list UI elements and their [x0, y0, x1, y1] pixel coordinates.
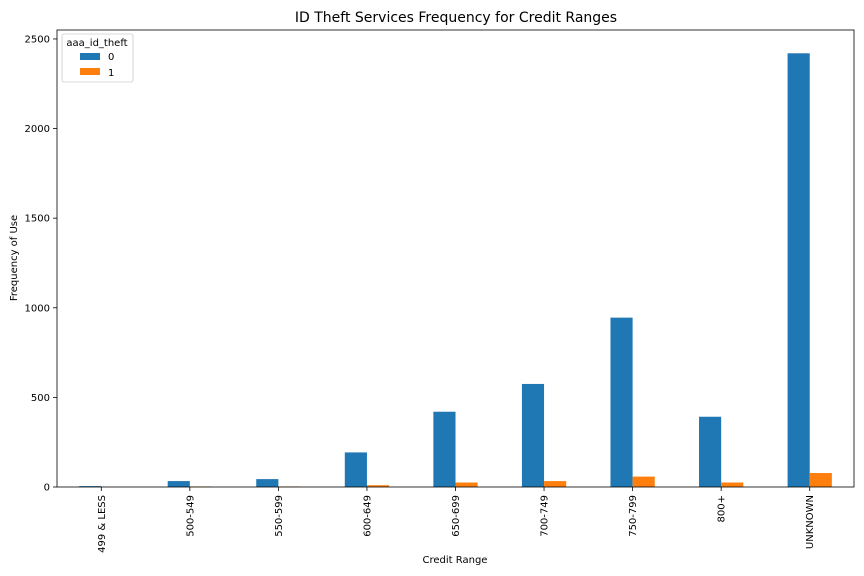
bar-series-0-6	[610, 317, 633, 487]
bar-series-1-4	[455, 482, 478, 487]
bar-series-0-1	[167, 481, 190, 487]
y-tick-label-1: 500	[31, 393, 50, 404]
bar-series-1-3	[366, 485, 390, 487]
x-tick-label-4: 650-699	[451, 495, 462, 537]
x-tick-label-7: 800+	[717, 495, 728, 522]
bar-series-0-2	[256, 479, 279, 487]
y-tick-label-0: 0	[44, 483, 50, 494]
y-axis: 0 500 1000 1500 2000 2500	[25, 34, 57, 494]
legend-swatch-series-0	[80, 53, 100, 60]
x-tick-label-0: 499 & LESS	[97, 495, 108, 553]
bar-series-0-7	[699, 416, 722, 487]
bar-series-1-6	[632, 476, 655, 487]
chart-title: ID Theft Services Frequency for Credit R…	[295, 10, 617, 26]
x-tick-label-3: 600-649	[362, 495, 373, 537]
x-tick-label-6: 750-799	[628, 495, 639, 537]
legend-label-series-1: 1	[108, 68, 114, 79]
legend-swatch-series-1	[80, 68, 100, 75]
legend: aaa_id_theft 0 1	[61, 33, 134, 83]
y-tick-label-4: 2000	[25, 124, 50, 135]
bar-series-1-8	[809, 473, 832, 487]
y-tick-label-3: 1500	[25, 214, 50, 225]
x-tick-label-8: UNKNOWN	[805, 495, 816, 549]
y-axis-label: Frequency of Use	[9, 215, 20, 301]
x-tick-label-2: 550-599	[274, 495, 285, 537]
bars-group	[79, 53, 832, 488]
y-tick-label-5: 2500	[25, 34, 50, 45]
x-axis: 499 & LESS 500-549 550-599 600-649 650-699 70…	[97, 487, 816, 553]
plot-frame	[56, 29, 855, 488]
y-tick-label-2: 1000	[25, 303, 50, 314]
x-axis-label: Credit Range	[423, 555, 488, 566]
x-tick-label-5: 700-749	[540, 495, 551, 537]
bar-series-1-5	[544, 481, 567, 487]
bar-series-0-8	[787, 53, 810, 488]
bar-series-0-3	[344, 452, 367, 487]
bar-series-0-4	[433, 411, 456, 487]
legend-title: aaa_id_theft	[66, 38, 127, 49]
bar-series-0-5	[521, 383, 545, 487]
bar-series-1-7	[721, 482, 744, 487]
x-tick-label-1: 500-549	[185, 495, 196, 537]
legend-label-series-0: 0	[108, 52, 114, 63]
bar-series-0-0	[79, 486, 102, 487]
